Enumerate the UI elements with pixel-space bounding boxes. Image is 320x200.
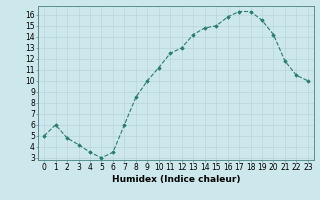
X-axis label: Humidex (Indice chaleur): Humidex (Indice chaleur) [112,175,240,184]
